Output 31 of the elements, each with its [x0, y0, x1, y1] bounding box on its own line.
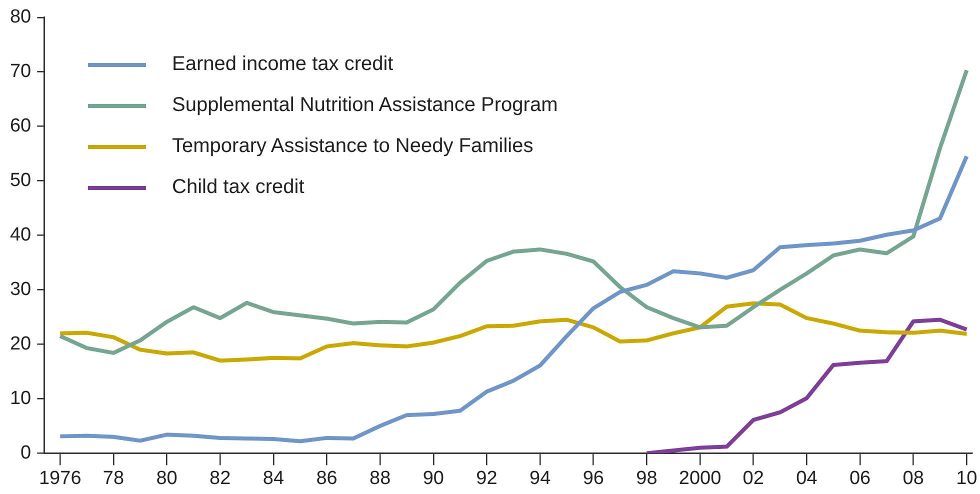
y-tick-label: 0	[20, 442, 32, 464]
x-tick-label: 1976	[38, 468, 82, 489]
legend-label: Child tax credit	[172, 176, 304, 199]
y-tick-label: 20	[10, 333, 32, 354]
x-tick-label: 2000	[678, 468, 722, 489]
x-tick-label: 10	[956, 468, 978, 489]
x-tick-label: 92	[476, 468, 498, 489]
x-tick-label: 98	[636, 468, 658, 489]
x-tick-label: 90	[422, 468, 444, 489]
x-tick-label: 06	[849, 468, 871, 489]
x-tick-label: 94	[529, 468, 552, 489]
x-tick-label: 82	[210, 468, 231, 489]
legend-label: Temporary Assistance to Needy Families	[172, 135, 534, 158]
x-tick-label: 96	[582, 468, 604, 489]
y-tick-label: 60	[10, 116, 32, 137]
y-tick-label: 10	[10, 388, 32, 409]
x-tick-label: 88	[370, 468, 391, 489]
x-tick-label: 02	[742, 468, 764, 489]
x-tick-label: 08	[902, 468, 924, 489]
y-tick-label: 80	[10, 6, 32, 28]
x-tick-label: 84	[262, 468, 284, 489]
x-tick-label: 78	[102, 468, 124, 489]
x-tick-label: 86	[316, 468, 338, 489]
y-tick-label: 30	[10, 279, 32, 300]
legend-label: Supplemental Nutrition Assistance Program	[172, 94, 558, 117]
x-tick-label: 80	[156, 468, 178, 489]
y-tick-label: 50	[10, 170, 32, 192]
legend-label: Earned income tax credit	[172, 53, 394, 76]
y-tick-label: 40	[10, 224, 32, 246]
x-tick-label: 04	[796, 468, 818, 489]
y-tick-label: 70	[10, 61, 32, 82]
